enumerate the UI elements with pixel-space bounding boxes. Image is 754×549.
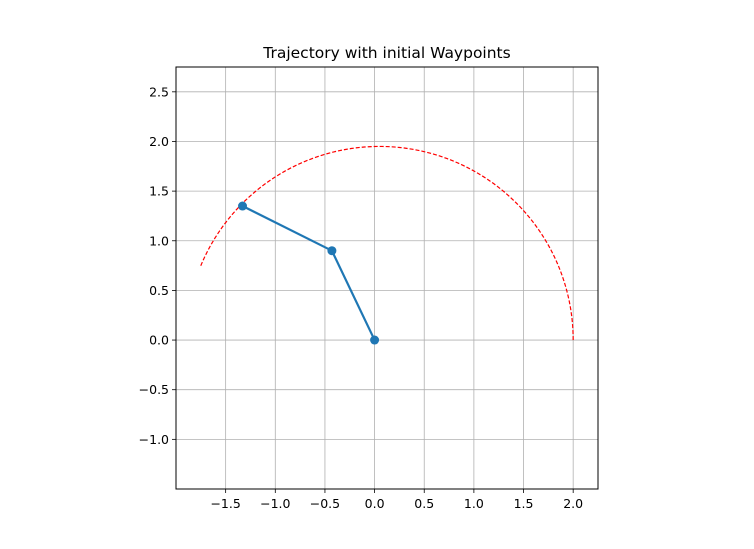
y-tick-label: −1.0	[139, 432, 169, 447]
waypoint-marker	[327, 246, 337, 256]
waypoint-marker	[370, 335, 380, 345]
chart-title: Trajectory with initial Waypoints	[262, 44, 510, 62]
y-axis-ticks: −1.0 −0.5 0.0 0.5 1.0 1.5 2.0 2.5	[139, 84, 176, 447]
trajectory-line	[200, 145, 574, 341]
y-tick-label: −0.5	[139, 382, 169, 397]
x-tick-label: 1.5	[514, 496, 534, 511]
axes-frame	[175, 66, 599, 490]
x-tick-label: −1.5	[210, 496, 240, 511]
x-tick-label: 1.0	[464, 496, 484, 511]
x-tick-label: 2.0	[563, 496, 583, 511]
y-tick-label: 1.0	[149, 233, 169, 248]
plot-area	[200, 145, 574, 345]
waypoint-marker	[238, 201, 248, 211]
x-tick-label: 0.0	[365, 496, 385, 511]
x-tick-label: 0.5	[414, 496, 434, 511]
y-tick-label: 0.5	[149, 283, 169, 298]
x-axis-ticks: −1.5 −1.0 −0.5 0.0 0.5 1.0 1.5 2.0	[210, 489, 583, 511]
x-tick-label: −0.5	[310, 496, 340, 511]
y-tick-label: 2.5	[149, 84, 169, 99]
arm-line	[242, 205, 376, 341]
grid-lines	[176, 67, 598, 489]
x-tick-label: −1.0	[260, 496, 290, 511]
y-tick-label: 1.5	[149, 184, 169, 199]
y-tick-label: 0.0	[149, 333, 169, 348]
y-tick-label: 2.0	[149, 134, 169, 149]
